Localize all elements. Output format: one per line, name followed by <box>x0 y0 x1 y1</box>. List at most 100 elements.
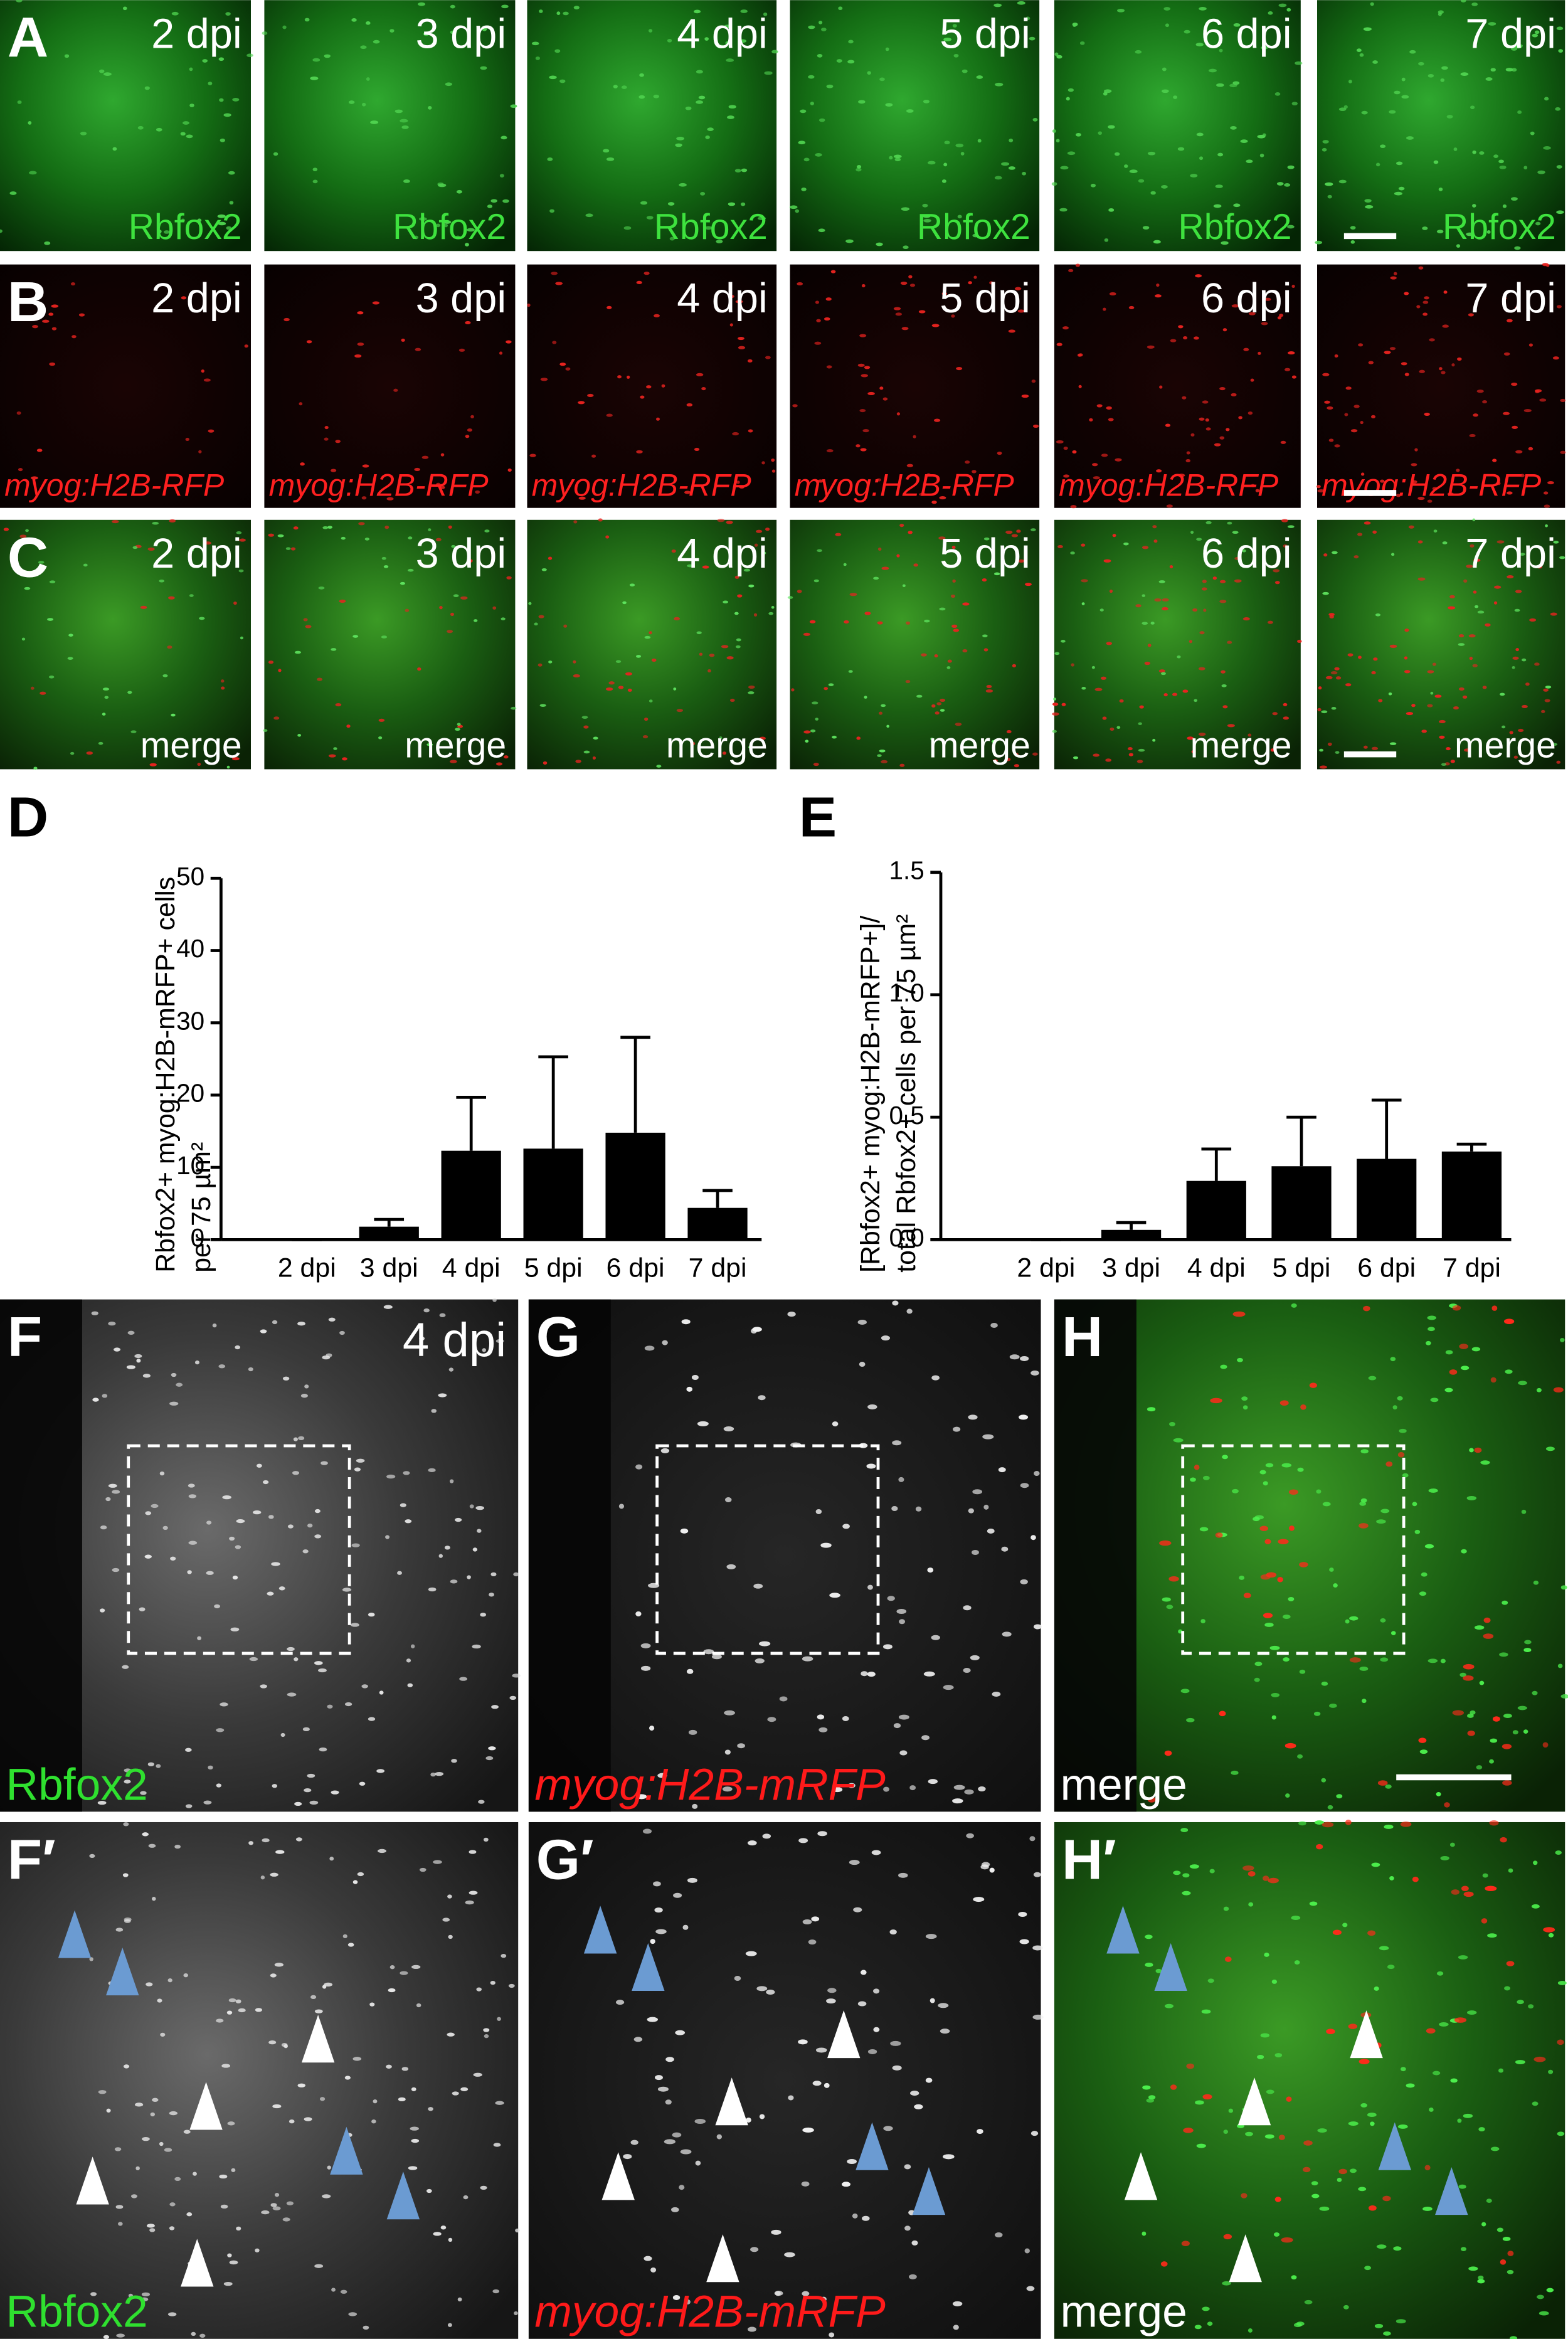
nucleus <box>219 2174 228 2179</box>
nucleus <box>682 1924 689 1930</box>
nucleus <box>1030 528 1036 531</box>
panel-text: merge <box>666 725 768 765</box>
nucleus <box>463 2195 469 2200</box>
nucleus <box>1018 1912 1027 1917</box>
nucleus <box>292 1471 300 1475</box>
nucleus <box>467 428 473 432</box>
arrowhead <box>1350 2010 1383 2059</box>
arrowhead <box>58 1910 92 1958</box>
nucleus <box>1507 2251 1514 2256</box>
nucleus <box>1521 1509 1527 1514</box>
nucleus <box>140 2297 149 2301</box>
nucleus <box>1429 338 1435 342</box>
nucleus <box>587 393 594 398</box>
nucleus <box>893 1723 901 1729</box>
nucleus <box>972 1550 979 1556</box>
nucleus <box>1522 658 1527 662</box>
nucleus <box>818 228 825 233</box>
nucleus <box>528 602 532 605</box>
nucleus <box>1103 307 1106 311</box>
nucleus <box>1227 640 1232 644</box>
nucleus <box>164 2148 172 2152</box>
nucleus <box>951 624 958 628</box>
nucleus <box>852 2213 858 2219</box>
nucleus <box>1364 521 1371 525</box>
nucleus <box>304 18 310 22</box>
nucleus <box>159 1472 165 1476</box>
nucleus <box>480 2185 487 2190</box>
nucleus <box>1539 398 1547 402</box>
nucleus <box>1186 451 1190 455</box>
nucleus <box>114 1347 121 1352</box>
nucleus <box>726 656 734 660</box>
nucleus <box>1544 504 1550 508</box>
nucleus <box>1273 2232 1280 2237</box>
nucleus <box>943 1685 954 1690</box>
nucleus <box>687 1877 697 1883</box>
nucleus <box>903 245 909 250</box>
cell-nuclei <box>618 1300 1042 1809</box>
nucleus <box>1194 1464 1200 1470</box>
nucleus <box>1557 2039 1564 2045</box>
nucleus <box>1002 1631 1012 1637</box>
nucleus <box>1116 726 1121 729</box>
nucleus <box>151 1504 159 1509</box>
nucleus <box>342 1588 352 1592</box>
nucleus <box>1496 540 1505 544</box>
nucleus <box>908 531 913 534</box>
error-bar <box>702 1189 733 1208</box>
x-tick-label: 3 dpi <box>360 1253 418 1283</box>
nucleus <box>798 141 806 145</box>
nucleus <box>438 1393 447 1398</box>
nucleus <box>1300 1404 1306 1410</box>
nucleus <box>1471 2 1478 6</box>
nucleus <box>721 645 729 649</box>
nucleus <box>1399 1428 1407 1433</box>
nucleus <box>362 464 369 468</box>
nucleus <box>1001 162 1010 166</box>
nucleus <box>347 1943 354 1947</box>
nucleus <box>1371 746 1379 750</box>
nucleus <box>1373 657 1378 661</box>
nucleus <box>477 1529 482 1533</box>
nucleus <box>686 1386 692 1392</box>
nucleus <box>152 2098 159 2102</box>
nucleus <box>1463 748 1471 752</box>
nucleus <box>146 2224 155 2228</box>
nucleus <box>1556 305 1562 309</box>
nucleus <box>1164 2003 1174 2008</box>
nucleus <box>944 141 950 145</box>
nucleus <box>918 310 926 314</box>
nucleus <box>1498 2068 1504 2073</box>
nucleus <box>1153 539 1158 543</box>
nucleus <box>48 312 54 316</box>
nucleus <box>1338 179 1347 184</box>
nucleus <box>1173 1870 1181 1875</box>
nucleus <box>639 73 644 77</box>
nucleus <box>644 717 649 721</box>
nucleus <box>100 1608 105 1613</box>
nucleus <box>230 1627 240 1631</box>
nucleus <box>1230 126 1237 130</box>
nucleus <box>1245 2131 1253 2136</box>
nucleus <box>1026 2286 1035 2291</box>
nucleus <box>970 1655 980 1660</box>
nucleus <box>369 2002 375 2007</box>
nucleus <box>293 526 299 530</box>
nucleus <box>1396 2319 1406 2324</box>
nucleus <box>439 1313 446 1317</box>
nucleus <box>1294 1960 1300 1965</box>
panel-text: 5 dpi <box>940 275 1030 322</box>
nucleus <box>1524 1640 1532 1645</box>
arrowhead <box>583 1906 617 1954</box>
nucleus <box>1380 1509 1390 1514</box>
nucleus <box>299 402 303 406</box>
nucleus <box>1180 1689 1190 1694</box>
nucleus <box>856 444 861 448</box>
nucleus <box>49 362 56 366</box>
nucleus <box>591 454 596 458</box>
nucleus <box>762 1833 771 1839</box>
nucleus <box>495 2101 504 2105</box>
nucleus <box>1411 704 1416 708</box>
nucleus <box>1348 2121 1359 2126</box>
